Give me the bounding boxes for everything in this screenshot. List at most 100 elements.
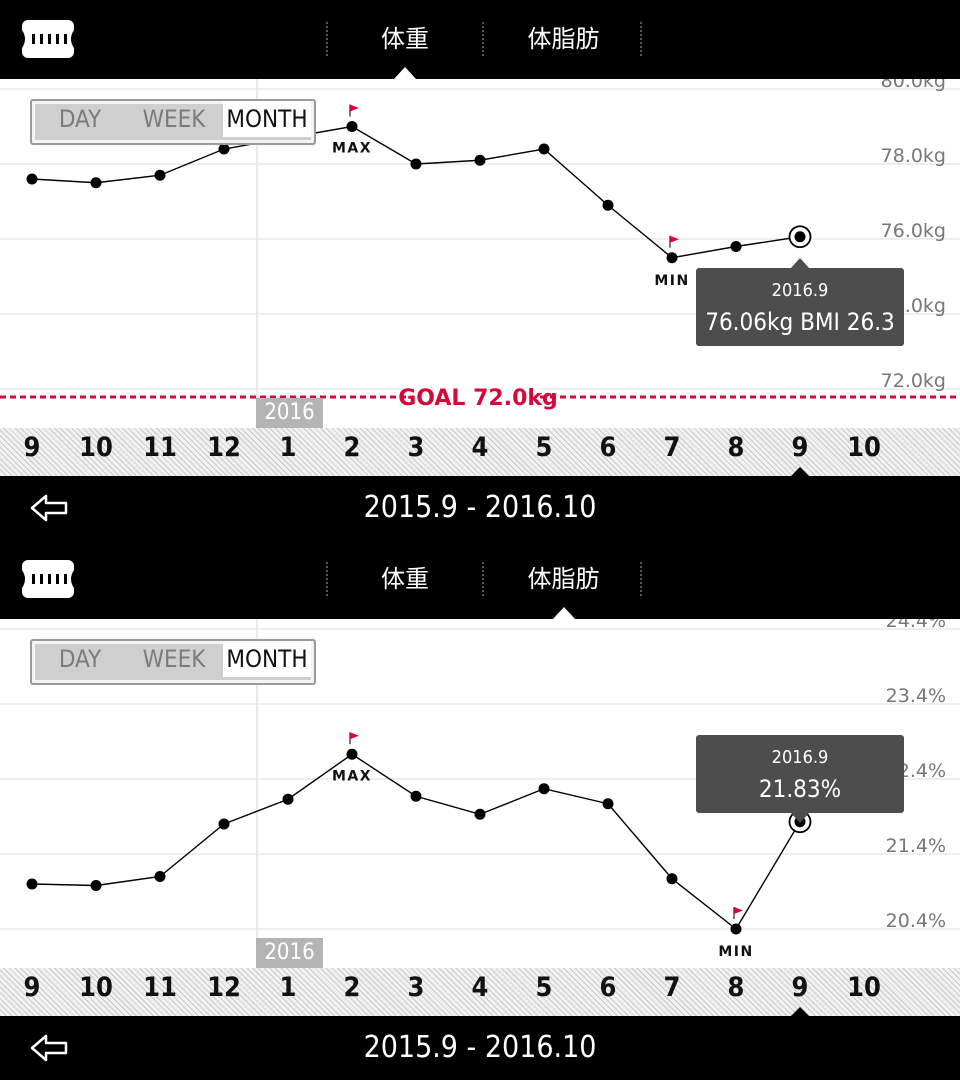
data-point	[538, 143, 550, 155]
data-point	[538, 783, 550, 795]
period-day-button[interactable]: DAY	[58, 645, 102, 673]
date-range-label: 2015.9 - 2016.10	[363, 490, 597, 525]
data-point	[90, 177, 102, 189]
y-tick-label: 24.4%	[886, 619, 946, 632]
active-tab-caret	[553, 607, 575, 619]
data-point	[410, 790, 422, 802]
month-label[interactable]: 10	[79, 972, 113, 1003]
period-month-button[interactable]: MONTH	[223, 101, 311, 137]
back-arrow-icon[interactable]	[28, 490, 72, 526]
period-segmented-control: DAY WEEK MONTH	[30, 639, 316, 685]
data-point	[474, 154, 486, 166]
y-tick-label: 20.4%	[886, 910, 946, 932]
data-point	[410, 158, 422, 170]
month-label[interactable]: 3	[407, 972, 425, 1003]
month-label[interactable]: 9	[23, 972, 41, 1003]
selected-month-caret	[791, 467, 809, 476]
data-point	[218, 818, 230, 830]
top-bar: 体重 体脂肪	[0, 0, 960, 79]
month-label[interactable]: 5	[535, 972, 553, 1003]
tooltip-date: 2016.9	[771, 747, 829, 768]
data-point	[154, 871, 166, 882]
tooltip-date: 2016.9	[771, 280, 829, 301]
max-label: MAX	[332, 141, 372, 157]
flag-icon	[350, 104, 359, 112]
month-label[interactable]: 12	[207, 432, 241, 463]
app-logo-icon[interactable]	[22, 560, 74, 598]
month-label[interactable]: 9	[791, 432, 809, 463]
data-point	[26, 173, 38, 185]
data-point	[730, 923, 742, 935]
app-logo-icon[interactable]	[22, 20, 74, 58]
top-bar: 体重 体脂肪	[0, 540, 960, 619]
month-label[interactable]: 10	[79, 432, 113, 463]
y-tick-label: 21.4%	[886, 835, 946, 857]
bottom-bar: 2015.9 - 2016.10	[0, 1016, 960, 1080]
tab-body-fat[interactable]: 体脂肪	[527, 565, 600, 593]
selected-point-tooltip: 2016.9 76.06kg BMI 26.3	[696, 258, 904, 346]
data-point	[26, 878, 38, 890]
period-week-button[interactable]: WEEK	[142, 645, 206, 673]
month-label[interactable]: 4	[471, 972, 489, 1003]
y-tick-label: 78.0kg	[881, 145, 946, 167]
month-label[interactable]: 12	[207, 972, 241, 1003]
period-week-button[interactable]: WEEK	[142, 105, 206, 133]
active-tab-caret	[394, 67, 416, 79]
back-arrow-icon[interactable]	[28, 1030, 72, 1066]
data-point	[90, 880, 102, 891]
tab-weight[interactable]: 体重	[381, 25, 429, 53]
month-label[interactable]: 6	[599, 432, 617, 463]
data-point	[602, 199, 614, 211]
data-point	[666, 252, 678, 264]
flag-icon	[734, 907, 743, 914]
selected-month-caret	[791, 1007, 809, 1016]
period-month-button[interactable]: MONTH	[223, 641, 311, 677]
month-label[interactable]: 1	[279, 432, 297, 463]
month-label[interactable]: 11	[143, 972, 177, 1003]
month-label[interactable]: 11	[143, 432, 177, 463]
month-label[interactable]: 9	[791, 972, 809, 1003]
data-point	[218, 143, 230, 155]
y-tick-label: 80.0kg	[881, 79, 946, 92]
month-label[interactable]: 3	[407, 432, 425, 463]
month-axis: 9 10 11 12 1 2 3 4 5 6 7 8 9 10	[0, 968, 960, 1016]
data-point	[602, 798, 614, 810]
month-label[interactable]: 7	[663, 432, 681, 463]
month-label[interactable]: 10	[847, 972, 881, 1003]
month-label[interactable]: 9	[23, 432, 41, 463]
tab-weight[interactable]: 体重	[381, 565, 429, 593]
y-tick-label: 76.0kg	[881, 220, 946, 242]
month-label[interactable]: 10	[847, 432, 881, 463]
data-point	[474, 808, 486, 820]
bodyfat-panel: 体重 体脂肪 24.4% 23.4% 22.4% 21.4% 20.4% MAX MIN D…	[0, 540, 960, 1080]
min-label: MIN	[654, 273, 689, 289]
data-point	[730, 241, 742, 252]
month-label[interactable]: 2	[343, 972, 361, 1003]
tab-body-fat[interactable]: 体脂肪	[527, 25, 600, 53]
month-axis: 9 10 11 12 1 2 3 4 5 6 7 8 9 10	[0, 428, 960, 476]
month-label[interactable]: 4	[471, 432, 489, 463]
month-label[interactable]: 2	[343, 432, 361, 463]
month-label[interactable]: 5	[535, 432, 553, 463]
selected-point-tooltip: 2016.9 21.83%	[696, 735, 904, 823]
tooltip-value: 21.83%	[758, 775, 842, 803]
period-day-button[interactable]: DAY	[58, 105, 102, 133]
month-label[interactable]: 7	[663, 972, 681, 1003]
data-point	[794, 231, 806, 243]
month-label[interactable]: 1	[279, 972, 297, 1003]
flag-icon	[670, 235, 679, 243]
weight-panel: 体重 体脂肪 80.0kg 78.0kg 76.0kg 74.0kg 72.0kg GOA…	[0, 0, 960, 540]
y-tick-label: 72.0kg	[881, 370, 946, 392]
data-point	[346, 748, 358, 760]
month-label[interactable]: 8	[727, 972, 745, 1003]
goal-label: GOAL 72.0kg	[398, 386, 558, 411]
data-point	[282, 793, 294, 805]
year-badge: 2016	[256, 938, 323, 968]
data-point	[154, 169, 166, 181]
tooltip-value: 76.06kg BMI 26.3	[705, 308, 895, 336]
min-label: MIN	[718, 944, 753, 960]
month-label[interactable]: 6	[599, 972, 617, 1003]
month-label[interactable]: 8	[727, 432, 745, 463]
period-segmented-control: DAY WEEK MONTH	[30, 99, 316, 145]
flag-icon	[350, 732, 359, 740]
